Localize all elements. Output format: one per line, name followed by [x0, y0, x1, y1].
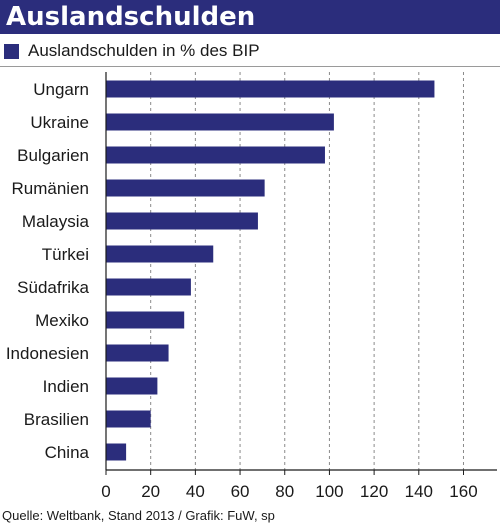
- category-label: Indien: [43, 377, 89, 396]
- x-tick-label: 80: [275, 482, 294, 501]
- source-note: Quelle: Weltbank, Stand 2013 / Grafik: F…: [2, 508, 275, 523]
- bar: [106, 344, 169, 362]
- category-label: Indonesien: [6, 344, 89, 363]
- bar: [106, 443, 127, 461]
- category-label: Ungarn: [33, 80, 89, 99]
- x-tick-label: 20: [141, 482, 160, 501]
- category-label: Malaysia: [22, 212, 90, 231]
- bar: [106, 80, 435, 98]
- x-tick-label: 160: [449, 482, 477, 501]
- x-tick-label: 0: [101, 482, 110, 501]
- category-label: Rumänien: [12, 179, 90, 198]
- x-tick-label: 120: [360, 482, 388, 501]
- x-tick-label: 140: [405, 482, 433, 501]
- category-label: Ukraine: [30, 113, 89, 132]
- category-label: Südafrika: [17, 278, 89, 297]
- legend: Auslandschulden in % des BIP: [4, 40, 260, 62]
- category-label: Mexiko: [35, 311, 89, 330]
- x-tick-label: 40: [186, 482, 205, 501]
- bar: [106, 278, 191, 296]
- title-bar: Auslandschulden: [0, 0, 500, 34]
- bar: [106, 410, 151, 428]
- category-label: Türkei: [42, 245, 89, 264]
- chart-title: Auslandschulden: [6, 2, 256, 32]
- bar: [106, 179, 265, 197]
- bar: [106, 311, 185, 329]
- legend-divider: [0, 66, 500, 67]
- category-label: China: [45, 443, 90, 462]
- category-label: Bulgarien: [17, 146, 89, 165]
- bar: [106, 377, 158, 395]
- bar: [106, 146, 325, 164]
- legend-label: Auslandschulden in % des BIP: [28, 41, 260, 60]
- bar: [106, 113, 334, 131]
- bar: [106, 245, 214, 263]
- category-label: Brasilien: [24, 410, 89, 429]
- bar: [106, 212, 258, 230]
- x-tick-label: 60: [231, 482, 250, 501]
- legend-swatch: [4, 43, 19, 59]
- x-tick-label: 100: [315, 482, 343, 501]
